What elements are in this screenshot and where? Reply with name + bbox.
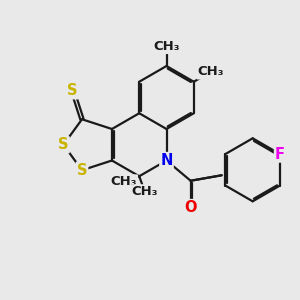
Text: N: N [160, 153, 173, 168]
Text: S: S [68, 83, 78, 98]
Text: CH₃: CH₃ [132, 185, 158, 198]
Text: S: S [77, 163, 87, 178]
Text: CH₃: CH₃ [110, 176, 137, 188]
Text: F: F [275, 147, 285, 162]
Text: CH₃: CH₃ [197, 65, 224, 79]
Text: O: O [184, 200, 197, 215]
Text: CH₃: CH₃ [153, 40, 180, 53]
Text: S: S [58, 137, 69, 152]
